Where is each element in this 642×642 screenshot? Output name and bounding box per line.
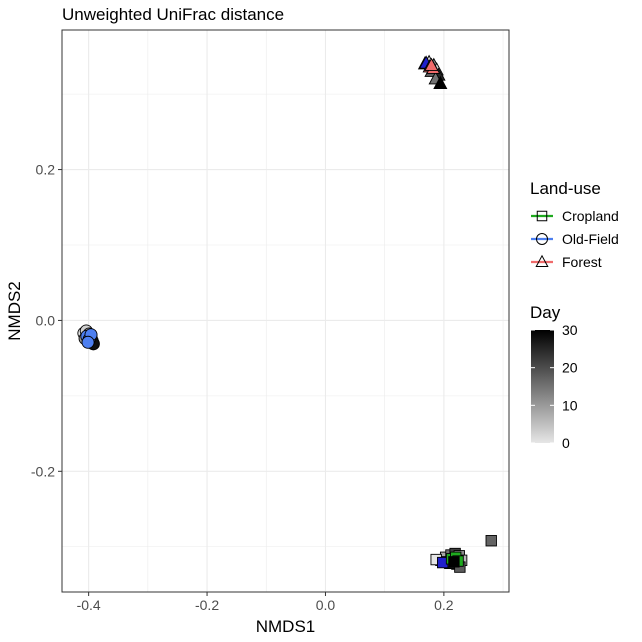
legend-item-forest: Forest — [531, 254, 602, 270]
legend-day: Day 0 10 20 30 — [530, 303, 578, 451]
x-tick-label: 0.2 — [434, 597, 454, 613]
y-axis-label: NMDS2 — [5, 281, 24, 341]
y-tick-label: 0.2 — [36, 162, 56, 178]
data-point-old-field — [81, 335, 95, 349]
legend-item-label: Forest — [562, 254, 602, 270]
y-axis: -0.2 0.0 0.2 — [31, 162, 62, 479]
plot-border — [61, 29, 510, 593]
series-cropland — [430, 535, 497, 573]
data-point-cropland — [448, 556, 460, 568]
legend-item-cropland: Cropland — [531, 208, 619, 224]
colorbar-tick-label: 0 — [562, 435, 570, 451]
x-tick-label: -0.2 — [195, 597, 219, 613]
y-tick-label: -0.2 — [31, 463, 55, 479]
x-tick-label: 0.0 — [316, 597, 336, 613]
series-old-field — [77, 324, 100, 351]
legend-day-title: Day — [530, 303, 561, 322]
x-axis-label: NMDS1 — [256, 617, 316, 636]
colorbar-tick-label: 30 — [562, 322, 578, 338]
chart-title: Unweighted UniFrac distance — [62, 5, 284, 24]
y-tick-label: 0.0 — [36, 312, 56, 328]
data-point-cropland — [485, 535, 497, 547]
grid-lines — [62, 30, 509, 592]
plot-background — [62, 30, 509, 592]
x-axis: -0.4 -0.2 0.0 0.2 — [77, 592, 454, 613]
legend-landuse-title: Land-use — [530, 179, 601, 198]
plot-panel — [61, 29, 510, 593]
data-point-forest — [424, 57, 439, 71]
legend-item-label: Old-Field — [562, 231, 619, 247]
legend-circle-icon — [536, 233, 548, 245]
data-point-forest — [433, 75, 448, 89]
legend-landuse: Land-use Cropland Old-Field Forest — [530, 179, 619, 270]
data-points — [77, 54, 497, 573]
legend-triangle-icon — [535, 254, 549, 267]
legend-day-colorbar — [531, 330, 554, 443]
legend-item-old-field: Old-Field — [531, 231, 619, 247]
x-tick-label: -0.4 — [77, 597, 101, 613]
legend-item-label: Cropland — [562, 208, 619, 224]
series-forest — [417, 54, 448, 89]
colorbar-tick-label: 10 — [562, 397, 578, 413]
colorbar-tick-label: 20 — [562, 360, 578, 376]
legend-square-icon — [536, 210, 548, 222]
